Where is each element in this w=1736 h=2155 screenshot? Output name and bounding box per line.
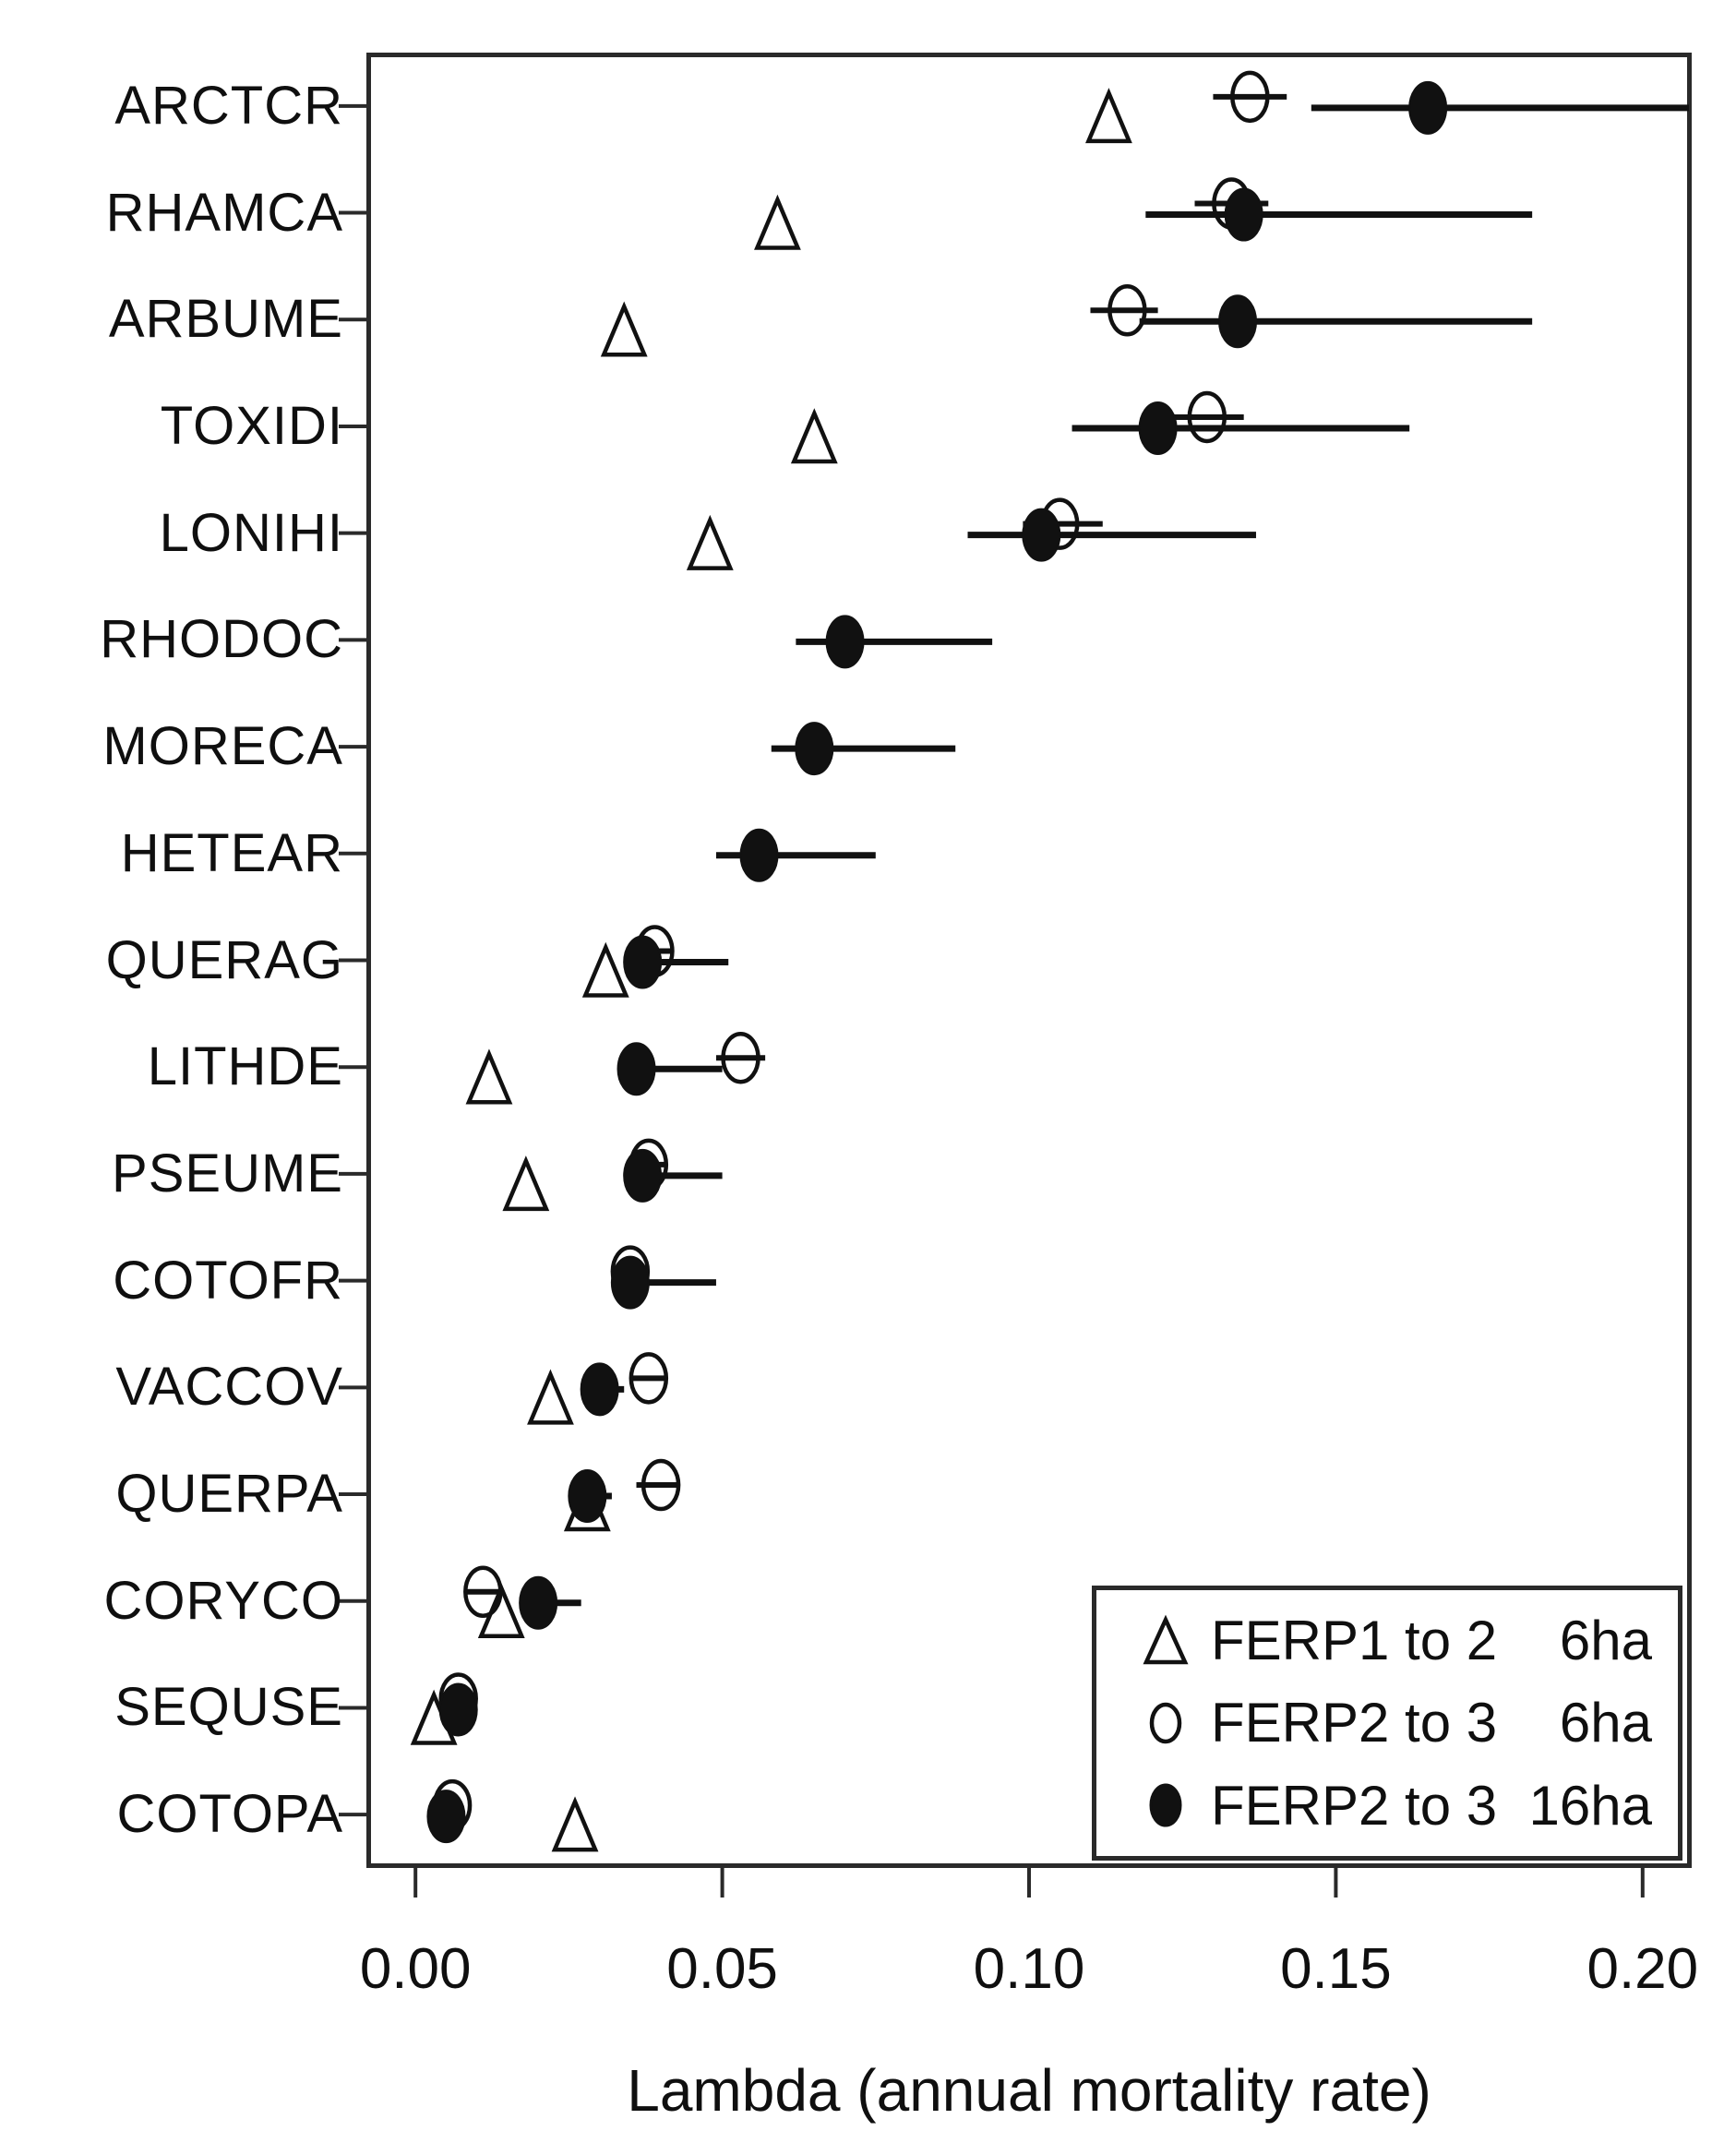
legend-label: FERP2 to 3 (1211, 1774, 1498, 1837)
legend-item-ferp2-3-6ha: FERP2 to 3 6ha (1133, 1691, 1652, 1754)
y-axis-label-CORYCO: CORYCO (103, 1570, 343, 1631)
marker-filled-circle-QUERAG (623, 935, 663, 989)
legend-area-label: 6ha (1559, 1610, 1652, 1672)
marker-filled-circle-RHAMCA (1224, 187, 1263, 242)
marker-open-circle-ARCTCR (1230, 70, 1270, 124)
y-axis-label-MORECA: MORECA (102, 716, 343, 777)
marker-open-triangle-ARBUME (600, 301, 648, 357)
marker-open-circle-ARBUME (1107, 284, 1147, 337)
x-tick-label-0.20: 0.20 (1586, 1937, 1699, 2001)
y-axis-label-QUERPA: QUERPA (115, 1464, 343, 1525)
x-tick-label-0.05: 0.05 (666, 1937, 778, 2001)
y-axis-label-VACCOV: VACCOV (115, 1357, 343, 1418)
x-axis-title: Lambda (annual mortality rate) (627, 2057, 1431, 2124)
marker-filled-circle-LITHDE (617, 1042, 656, 1096)
y-axis-label-SEQUSE: SEQUSE (114, 1677, 343, 1738)
marker-open-triangle-VACCOV (527, 1369, 574, 1425)
x-tick-label-0.15: 0.15 (1280, 1937, 1392, 2001)
marker-filled-circle-CORYCO (519, 1575, 558, 1630)
legend-label: FERP2 to 3 (1211, 1692, 1498, 1754)
y-axis-label-COTOPA: COTOPA (116, 1784, 343, 1845)
y-axis-label-RHODOC: RHODOC (100, 609, 343, 670)
marker-filled-circle-ARCTCR (1408, 80, 1448, 135)
y-axis-label-RHAMCA: RHAMCA (105, 182, 343, 243)
open-circle-icon (1133, 1696, 1198, 1750)
marker-filled-circle-COTOPA (426, 1790, 466, 1844)
marker-filled-circle-PSEUME (623, 1148, 663, 1203)
y-axis-label-ARBUME: ARBUME (108, 289, 343, 350)
legend: FERP1 to 2 6ha FERP2 to 3 6ha FERP2 to 3… (1092, 1586, 1682, 1861)
marker-filled-circle-LONIHI (1022, 508, 1061, 562)
plot-area (366, 53, 1692, 1868)
marker-open-triangle-COTOPA (551, 1796, 599, 1852)
marker-open-triangle-QUERAG (581, 941, 629, 998)
marker-open-triangle-RHAMCA (754, 194, 801, 250)
x-tick-label-0.00: 0.00 (359, 1937, 472, 2001)
y-axis-label-COTOFR: COTOFR (113, 1250, 343, 1311)
marker-filled-circle-MORECA (795, 722, 834, 776)
legend-area-label: 6ha (1559, 1692, 1652, 1754)
marker-open-triangle-LONIHI (686, 514, 734, 570)
marker-open-circle-QUERPA (641, 1458, 681, 1512)
marker-filled-circle-VACCOV (580, 1362, 619, 1417)
marker-filled-circle-ARBUME (1218, 294, 1258, 349)
y-axis-label-QUERAG: QUERAG (105, 929, 343, 990)
y-axis-label-TOXIDI: TOXIDI (160, 395, 343, 456)
legend-item-ferp1-2-6ha: FERP1 to 2 6ha (1133, 1609, 1652, 1672)
marker-open-circle-TOXIDI (1187, 390, 1227, 444)
marker-open-triangle-ARCTCR (1085, 88, 1132, 144)
y-axis-label-HETEAR: HETEAR (120, 822, 343, 883)
marker-open-triangle-TOXIDI (790, 408, 838, 464)
y-axis-label-ARCTCR: ARCTCR (114, 75, 343, 136)
marker-filled-circle-TOXIDI (1138, 401, 1178, 455)
marker-filled-circle-QUERPA (568, 1469, 607, 1524)
legend-label: FERP1 to 2 (1211, 1610, 1498, 1672)
y-axis-label-LONIHI: LONIHI (159, 502, 343, 563)
marker-filled-circle-RHODOC (825, 615, 865, 669)
marker-open-triangle-PSEUME (502, 1155, 550, 1212)
filled-circle-icon (1133, 1778, 1198, 1832)
marker-open-circle-VACCOV (629, 1352, 669, 1405)
legend-area-label: 16ha (1528, 1774, 1652, 1837)
marker-filled-circle-SEQUSE (438, 1682, 478, 1737)
legend-item-ferp2-3-16ha: FERP2 to 3 16ha (1133, 1774, 1652, 1838)
marker-filled-circle-COTOFR (610, 1255, 650, 1310)
marker-filled-circle-HETEAR (739, 828, 779, 882)
marker-open-triangle-LITHDE (465, 1048, 513, 1105)
y-axis-label-PSEUME: PSEUME (112, 1143, 343, 1203)
marker-open-circle-LITHDE (721, 1031, 760, 1084)
y-axis-label-LITHDE: LITHDE (147, 1036, 343, 1097)
marker-open-circle-CORYCO (463, 1565, 503, 1618)
open-triangle-icon (1133, 1614, 1198, 1668)
x-tick-label-0.10: 0.10 (973, 1937, 1085, 2001)
